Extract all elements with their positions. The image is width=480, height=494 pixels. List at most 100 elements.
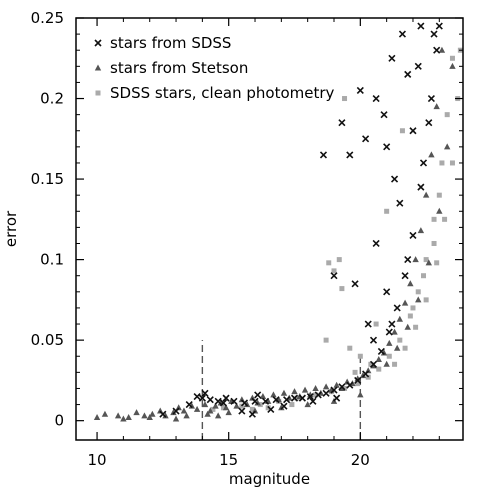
data-point — [172, 415, 180, 422]
data-point — [180, 407, 188, 414]
data-point — [393, 304, 401, 312]
data-point — [346, 151, 354, 159]
data-point — [201, 389, 209, 397]
legend-label: SDSS stars, clean photometry — [110, 84, 335, 102]
data-point — [365, 367, 372, 374]
data-point — [251, 397, 259, 405]
y-axis: 0 0.05 0.1 0.15 0.2 0.25 — [31, 9, 463, 430]
data-point — [347, 345, 353, 351]
data-point — [322, 389, 330, 397]
legend-label: stars from Stetson — [110, 59, 248, 77]
data-point — [449, 62, 456, 69]
data-point — [146, 413, 153, 420]
data-point — [401, 299, 409, 306]
data-point — [120, 415, 127, 422]
data-point — [249, 406, 255, 412]
data-point — [417, 227, 425, 234]
data-point — [198, 394, 206, 402]
data-point — [392, 361, 398, 367]
data-point — [428, 151, 435, 158]
data-point — [384, 208, 390, 214]
data-point — [289, 402, 295, 408]
data-point — [412, 256, 419, 263]
data-point — [220, 405, 226, 411]
data-point — [251, 407, 259, 414]
data-point — [355, 381, 361, 387]
data-point — [369, 360, 378, 368]
y-tick-label: 0 — [54, 412, 64, 430]
data-point — [434, 260, 440, 266]
data-point — [326, 260, 332, 266]
data-point — [423, 297, 429, 303]
data-point — [183, 412, 190, 419]
data-point — [399, 128, 405, 134]
data-point — [201, 401, 209, 408]
data-point — [396, 315, 404, 322]
data-point — [270, 391, 277, 398]
data-point — [414, 62, 422, 70]
data-point — [369, 336, 378, 344]
data-point — [149, 410, 156, 417]
data-point — [206, 396, 214, 404]
data-point — [449, 160, 455, 166]
data-point — [427, 94, 435, 103]
data-point — [433, 103, 440, 110]
data-point — [222, 394, 230, 402]
data-point — [388, 320, 396, 328]
data-point — [385, 328, 393, 336]
data-point — [93, 413, 101, 420]
data-point — [267, 405, 275, 413]
data-point — [404, 323, 411, 330]
data-point — [101, 410, 109, 417]
data-point — [368, 361, 374, 367]
data-point — [338, 383, 346, 391]
data-point — [430, 30, 438, 38]
data-point — [162, 412, 169, 419]
data-point — [436, 192, 442, 198]
data-point — [401, 272, 409, 280]
data-point — [214, 412, 222, 419]
data-point — [309, 397, 317, 405]
data-point — [222, 404, 230, 411]
data-point — [254, 399, 261, 406]
data-point — [397, 337, 403, 343]
data-point — [330, 272, 338, 280]
legend-marker — [94, 64, 102, 71]
data-point — [323, 337, 329, 343]
data-point — [388, 54, 396, 62]
y-tick-label: 0.15 — [31, 170, 64, 188]
data-point — [357, 391, 364, 398]
data-point — [233, 402, 240, 409]
legend-label: stars from SDSS — [110, 34, 231, 52]
data-point — [391, 328, 398, 335]
x-tick-label: 15 — [219, 451, 238, 469]
data-point — [354, 376, 362, 384]
data-point — [280, 402, 288, 410]
data-point — [409, 231, 417, 240]
data-point — [390, 175, 399, 183]
data-point — [238, 396, 246, 403]
data-point — [204, 410, 211, 417]
legend-marker — [94, 39, 102, 47]
data-point — [261, 397, 270, 405]
data-point — [188, 402, 196, 409]
data-point — [357, 353, 363, 359]
data-point — [272, 396, 280, 404]
y-tick-label: 0.2 — [40, 90, 64, 108]
data-point — [376, 366, 382, 372]
data-point — [339, 286, 345, 292]
data-point — [280, 389, 288, 396]
data-point — [356, 86, 364, 95]
data-point — [125, 413, 132, 420]
data-point — [133, 409, 140, 416]
data-point — [410, 305, 416, 311]
data-point — [444, 112, 450, 118]
data-points — [93, 22, 463, 422]
data-point — [157, 407, 164, 414]
data-point — [409, 127, 417, 135]
legend-marker — [95, 90, 101, 96]
data-point — [336, 257, 342, 263]
data-point — [283, 396, 291, 404]
x-tick-label: 10 — [88, 451, 107, 469]
